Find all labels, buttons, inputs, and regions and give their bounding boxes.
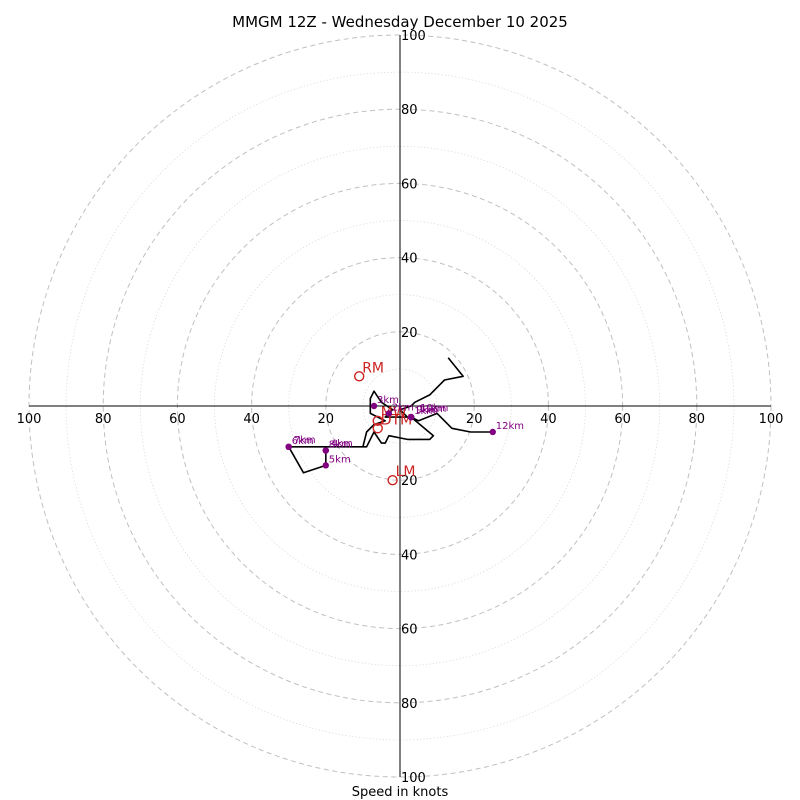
height-marker-dot xyxy=(370,402,378,410)
y-tick-label: 20 xyxy=(401,474,418,489)
height-marker-label: 7km xyxy=(294,435,316,446)
height-marker-dot xyxy=(489,428,496,436)
height-marker-label: 11km xyxy=(418,404,446,415)
height-marker-dot xyxy=(322,462,329,469)
storm-motion-marker xyxy=(387,475,398,486)
x-tick-label: 80 xyxy=(95,412,112,427)
tick-labels: 100 80 60 40 20 20 40 60 80 100 100 80 60 40 20 20 40 60 8… xyxy=(17,29,784,786)
y-tick-label: 20 xyxy=(401,326,418,341)
height-marker-label: 2km xyxy=(392,402,414,413)
x-tick-label: 80 xyxy=(689,412,706,427)
x-tick-label: 60 xyxy=(614,412,631,427)
height-marker-label: 6km xyxy=(292,436,314,447)
storm-motion-marker xyxy=(372,415,383,427)
axes xyxy=(29,35,771,777)
y-tick-label: 60 xyxy=(401,623,418,638)
storm-motion-marker xyxy=(372,423,383,434)
x-tick-label: 20 xyxy=(318,412,335,427)
height-marker-label: 8km xyxy=(329,440,351,451)
y-tick-label: 80 xyxy=(401,103,418,118)
x-tick-label: 40 xyxy=(243,412,260,427)
height-marker-label: 4km xyxy=(331,439,353,450)
height-marker-label: 9km xyxy=(416,405,438,416)
y-tick-label: 60 xyxy=(401,177,418,192)
y-tick-label: 80 xyxy=(401,697,418,712)
height-marker-label: 5km xyxy=(329,454,351,465)
y-tick-label: 40 xyxy=(401,252,418,267)
storm-motion-label: RM xyxy=(362,360,384,376)
storm-motion-label: DTM xyxy=(381,412,412,428)
height-marker-dot xyxy=(285,443,292,451)
height-marker-dot xyxy=(385,410,393,417)
y-tick-label: 40 xyxy=(401,548,418,563)
x-tick-label: 100 xyxy=(759,412,784,427)
y-tick-label: 100 xyxy=(401,771,426,786)
y-tick-label: 100 xyxy=(401,29,426,44)
x-tick-label: 20 xyxy=(466,412,483,427)
height-marker-label: 1km xyxy=(414,406,436,417)
chart-title: MMGM 12Z - Wednesday December 10 2025 xyxy=(232,13,568,31)
storm-motion-label: MW xyxy=(381,405,407,421)
x-tick-label: 100 xyxy=(17,412,42,427)
height-marker-label: 10km xyxy=(420,403,448,414)
height-marker-dot xyxy=(322,447,329,454)
x-axis-label: Speed in knots xyxy=(352,785,449,800)
height-marker-label: 12km xyxy=(496,421,524,432)
x-tick-label: 60 xyxy=(169,412,186,427)
height-marker-label: 3km xyxy=(377,395,399,406)
storm-motion-label: LM xyxy=(396,464,416,480)
x-tick-label: 40 xyxy=(540,412,557,427)
storm-motion-marker xyxy=(353,371,365,382)
height-marker-dot xyxy=(407,413,415,421)
